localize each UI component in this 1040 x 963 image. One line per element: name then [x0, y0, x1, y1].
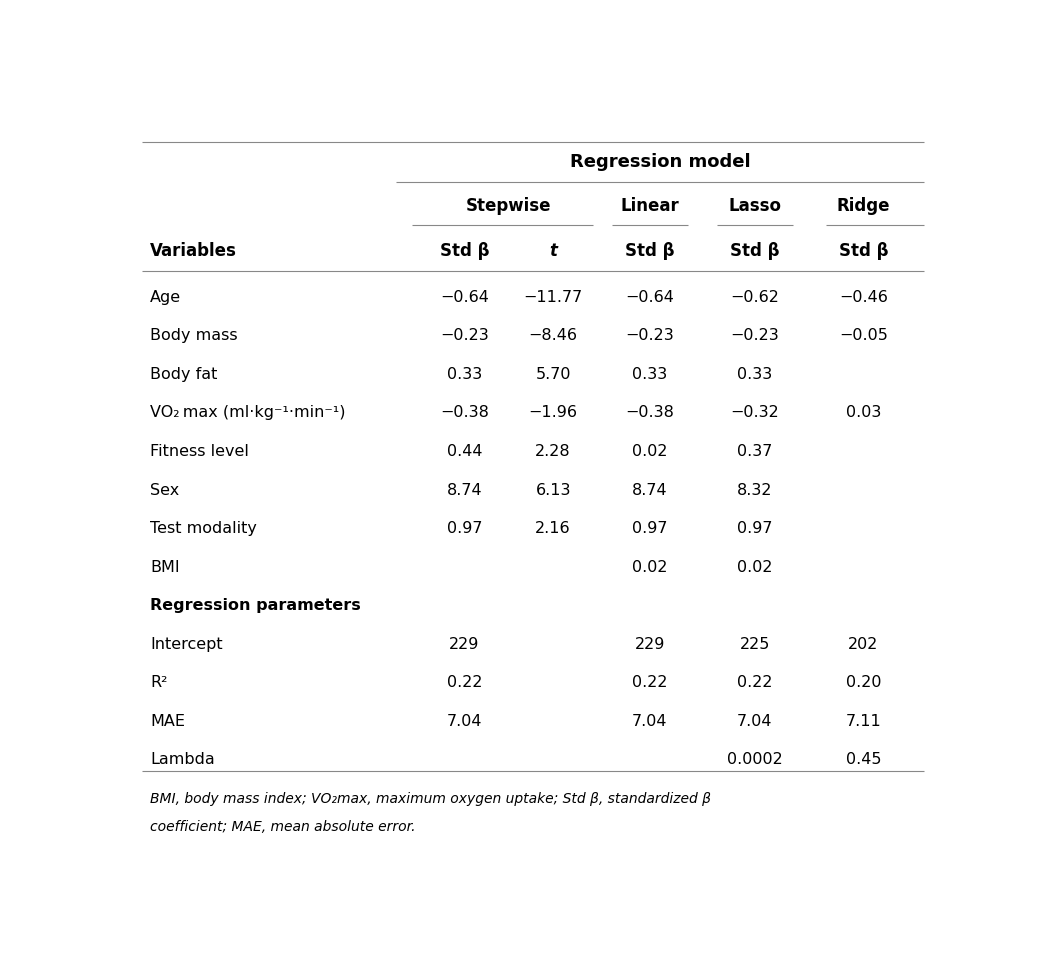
Text: 7.04: 7.04 — [447, 714, 483, 729]
Text: BMI, body mass index; VO₂max, maximum oxygen uptake; Std β, standardized β: BMI, body mass index; VO₂max, maximum ox… — [150, 792, 711, 806]
Text: Age: Age — [150, 290, 181, 304]
Text: Std β: Std β — [730, 242, 779, 259]
Text: −0.46: −0.46 — [839, 290, 888, 304]
Text: 0.97: 0.97 — [447, 521, 483, 536]
Text: Regression parameters: Regression parameters — [150, 598, 361, 613]
Text: Regression model: Regression model — [570, 152, 750, 170]
Text: 0.44: 0.44 — [447, 444, 483, 459]
Text: 0.33: 0.33 — [632, 367, 668, 382]
Text: Test modality: Test modality — [150, 521, 257, 536]
Text: −0.64: −0.64 — [440, 290, 489, 304]
Text: 0.0002: 0.0002 — [727, 752, 782, 768]
Text: Std β: Std β — [625, 242, 675, 259]
Text: Sex: Sex — [150, 482, 180, 498]
Text: Std β: Std β — [838, 242, 888, 259]
Text: Linear: Linear — [621, 197, 679, 215]
Text: 7.11: 7.11 — [846, 714, 881, 729]
Text: 229: 229 — [449, 637, 479, 652]
Text: 0.22: 0.22 — [632, 675, 668, 690]
Text: Intercept: Intercept — [150, 637, 223, 652]
Text: Fitness level: Fitness level — [150, 444, 249, 459]
Text: 0.97: 0.97 — [632, 521, 668, 536]
Text: 6.13: 6.13 — [536, 482, 571, 498]
Text: 0.22: 0.22 — [737, 675, 773, 690]
Text: BMI: BMI — [150, 560, 180, 575]
Text: −0.23: −0.23 — [440, 328, 489, 343]
Text: t: t — [549, 242, 557, 259]
Text: 2.16: 2.16 — [536, 521, 571, 536]
Text: Ridge: Ridge — [837, 197, 890, 215]
Text: R²: R² — [150, 675, 167, 690]
Text: Variables: Variables — [150, 242, 237, 259]
Text: −0.23: −0.23 — [730, 328, 779, 343]
Text: Body fat: Body fat — [150, 367, 217, 382]
Text: VO₂ max (ml·kg⁻¹·min⁻¹): VO₂ max (ml·kg⁻¹·min⁻¹) — [150, 405, 345, 421]
Text: 2.28: 2.28 — [536, 444, 571, 459]
Text: −0.62: −0.62 — [730, 290, 779, 304]
Text: 202: 202 — [849, 637, 879, 652]
Text: 0.33: 0.33 — [737, 367, 773, 382]
Text: 225: 225 — [739, 637, 770, 652]
Text: −0.23: −0.23 — [625, 328, 674, 343]
Text: 0.20: 0.20 — [846, 675, 881, 690]
Text: −0.64: −0.64 — [625, 290, 674, 304]
Text: −0.38: −0.38 — [440, 405, 489, 421]
Text: Lambda: Lambda — [150, 752, 215, 768]
Text: 5.70: 5.70 — [536, 367, 571, 382]
Text: −0.32: −0.32 — [730, 405, 779, 421]
Text: −0.38: −0.38 — [625, 405, 674, 421]
Text: Lasso: Lasso — [728, 197, 781, 215]
Text: −0.05: −0.05 — [839, 328, 888, 343]
Text: 8.74: 8.74 — [632, 482, 668, 498]
Text: 7.04: 7.04 — [632, 714, 668, 729]
Text: 0.37: 0.37 — [737, 444, 773, 459]
Text: −11.77: −11.77 — [523, 290, 582, 304]
Text: 229: 229 — [634, 637, 665, 652]
Text: coefficient; MAE, mean absolute error.: coefficient; MAE, mean absolute error. — [150, 820, 416, 834]
Text: 0.02: 0.02 — [632, 444, 668, 459]
Text: 0.33: 0.33 — [447, 367, 483, 382]
Text: 8.74: 8.74 — [446, 482, 483, 498]
Text: 0.97: 0.97 — [737, 521, 773, 536]
Text: 0.03: 0.03 — [846, 405, 881, 421]
Text: 8.32: 8.32 — [737, 482, 773, 498]
Text: Std β: Std β — [440, 242, 489, 259]
Text: −1.96: −1.96 — [528, 405, 577, 421]
Text: 7.04: 7.04 — [737, 714, 773, 729]
Text: 0.45: 0.45 — [846, 752, 881, 768]
Text: Stepwise: Stepwise — [466, 197, 551, 215]
Text: −8.46: −8.46 — [528, 328, 577, 343]
Text: 0.22: 0.22 — [447, 675, 483, 690]
Text: Body mass: Body mass — [150, 328, 238, 343]
Text: 0.02: 0.02 — [737, 560, 773, 575]
Text: 0.02: 0.02 — [632, 560, 668, 575]
Text: MAE: MAE — [150, 714, 185, 729]
